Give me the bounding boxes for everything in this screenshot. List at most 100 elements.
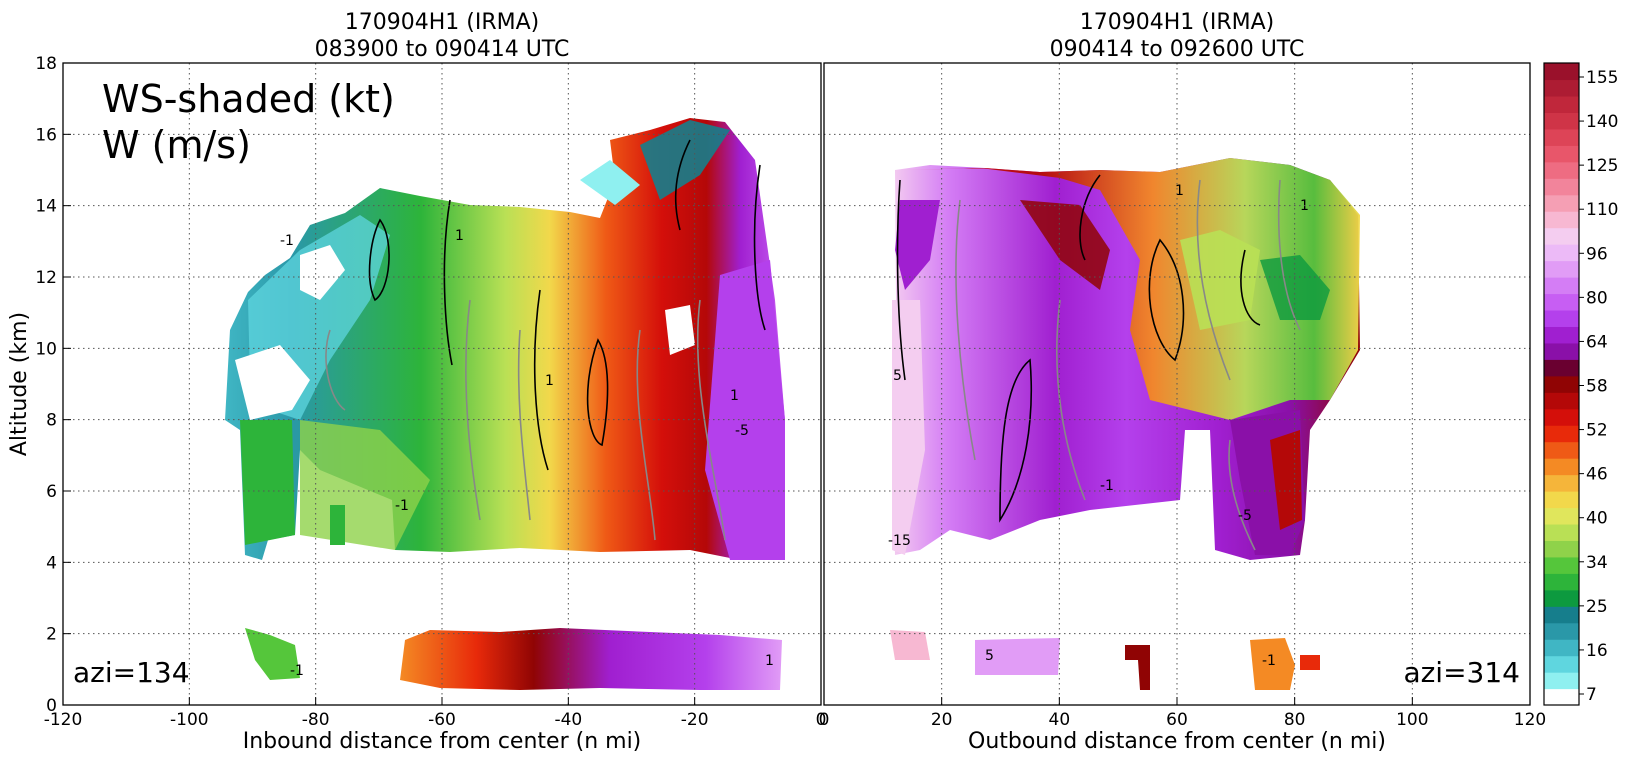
y-tick-label: 2	[46, 625, 57, 645]
x-tick-label: 0	[819, 710, 830, 730]
y-tick-label: 0	[46, 696, 57, 716]
wind-speed-field-right	[890, 158, 1360, 690]
colorbar-swatch	[1544, 491, 1579, 509]
contour-label: -1	[280, 233, 294, 249]
colorbar-labels: 7 16 25 34 40 46 52 58 64 80 96 110 125 140 155	[1579, 68, 1618, 705]
y-tick-label: 6	[46, 482, 57, 502]
chart-title-left: 170904H1 (IRMA)	[345, 10, 540, 35]
y-axis-label: Altitude (km)	[7, 312, 32, 456]
contour-label: 5	[893, 368, 902, 384]
colorbar-swatch	[1544, 227, 1579, 245]
x-tick-label: -120	[44, 710, 83, 730]
chart-subtitle-left: 083900 to 090414 UTC	[315, 37, 570, 62]
y-tick-label: 4	[46, 553, 57, 573]
colorbar-swatch	[1544, 293, 1579, 311]
colorbar-label: 110	[1586, 200, 1618, 220]
colorbar-swatch	[1544, 161, 1579, 179]
legend-text-w: W (m/s)	[102, 123, 251, 167]
y-tick-label: 16	[35, 125, 57, 145]
x-tick-label: 80	[1284, 710, 1306, 730]
x-tick-label: 100	[1396, 710, 1428, 730]
colorbar-swatch	[1544, 359, 1579, 377]
x-axis-label-left: Inbound distance from center (n mi)	[243, 729, 642, 754]
y-axis-ticks-left: 0 2 4 6 8 10 12 14 16 18	[35, 54, 71, 716]
contour-label: -1	[1262, 653, 1276, 669]
colorbar-swatch	[1544, 441, 1579, 459]
colorbar-swatch	[1544, 655, 1579, 673]
x-axis-ticks-left: -120 -100 -80 -60 -40 -20 0	[44, 697, 827, 730]
colorbar-swatch	[1544, 79, 1579, 97]
y-tick-label: 10	[35, 339, 57, 359]
colorbar-frame	[1543, 62, 1580, 706]
contour-label: -5	[1238, 508, 1252, 524]
wind-speed-field-left	[225, 118, 785, 690]
colorbar: 7 16 25 34 40 46 52 58 64 80 96 110 125 140 155	[1543, 62, 1618, 706]
colorbar-swatch	[1544, 540, 1579, 558]
colorbar-label: 125	[1586, 156, 1618, 176]
colorbar-swatch	[1544, 194, 1579, 212]
colorbar-label: 140	[1586, 112, 1618, 132]
vertical-velocity-contours-left	[325, 139, 766, 541]
contour-label: -15	[888, 533, 911, 549]
colorbar-label: 16	[1586, 641, 1608, 661]
y-tick-label: 8	[46, 411, 57, 431]
colorbar-swatch	[1544, 408, 1579, 426]
contour-labels-left: 1 -1 1 -1 1 -5 -1 1	[280, 228, 774, 679]
y-tick-label: 18	[35, 54, 57, 74]
colorbar-swatch	[1544, 589, 1579, 607]
colorbar-swatch	[1544, 606, 1579, 624]
colorbar-swatch	[1544, 260, 1579, 278]
colorbar-swatch	[1544, 458, 1579, 476]
colorbar-swatch	[1544, 63, 1579, 81]
colorbar-swatch	[1544, 474, 1579, 492]
colorbar-swatch	[1544, 507, 1579, 525]
x-tick-label: -100	[170, 710, 209, 730]
colorbar-label: 25	[1586, 597, 1608, 617]
colorbar-swatch	[1544, 425, 1579, 443]
colorbar-label: 40	[1586, 509, 1608, 529]
colorbar-label: 64	[1586, 332, 1608, 352]
legend-text-ws: WS-shaded (kt)	[102, 77, 395, 121]
colorbar-swatch	[1544, 145, 1579, 163]
colorbar-swatch	[1544, 95, 1579, 113]
colorbar-label: 46	[1586, 465, 1608, 485]
y-tick-label: 12	[35, 268, 57, 288]
contour-label: -1	[290, 663, 304, 679]
contour-label: 1	[1175, 183, 1184, 199]
left-panel: 1 -1 1 -1 1 -5 -1 1 -120 -100 -80 -60 -40 -20…	[7, 10, 826, 754]
x-tick-label: 120	[1514, 710, 1546, 730]
colorbar-swatch	[1544, 128, 1579, 146]
colorbar-swatch	[1544, 622, 1579, 640]
colorbar-swatch	[1544, 342, 1579, 360]
chart-title-right: 170904H1 (IRMA)	[1080, 10, 1275, 35]
x-tick-label: 0	[816, 710, 827, 730]
x-axis-ticks-right: 0 20 40 60 80 100 120	[819, 697, 1546, 730]
colorbar-swatch	[1544, 244, 1579, 262]
colorbar-swatch	[1544, 573, 1579, 591]
colorbar-swatch	[1544, 639, 1579, 657]
colorbar-swatch	[1544, 178, 1579, 196]
contour-label: 1	[545, 373, 554, 389]
colorbar-swatch	[1544, 556, 1579, 574]
x-tick-label: 20	[931, 710, 953, 730]
colorbar-swatch	[1544, 326, 1579, 344]
colorbar-swatch	[1544, 211, 1579, 229]
colorbar-label: 7	[1586, 685, 1597, 705]
x-tick-label: -40	[554, 710, 582, 730]
colorbar-label: 52	[1586, 421, 1608, 441]
x-tick-label: -80	[302, 710, 330, 730]
colorbar-label: 34	[1586, 553, 1608, 573]
azimuth-label-left: azi=134	[73, 656, 190, 689]
colorbar-label: 58	[1586, 377, 1608, 397]
colorbar-swatch	[1544, 523, 1579, 541]
colorbar-swatches	[1544, 63, 1579, 706]
contour-label: 5	[985, 648, 994, 664]
contour-label: 1	[730, 388, 739, 404]
contour-label: 1	[765, 653, 774, 669]
chart-subtitle-right: 090414 to 092600 UTC	[1050, 37, 1305, 62]
right-panel: 5 -15 1 -1 -5 1 5 -1 0 20 40 60 80 100 120 170…	[819, 10, 1547, 754]
contour-label: -1	[395, 498, 409, 514]
colorbar-swatch	[1544, 688, 1579, 706]
colorbar-label: 155	[1586, 68, 1618, 88]
